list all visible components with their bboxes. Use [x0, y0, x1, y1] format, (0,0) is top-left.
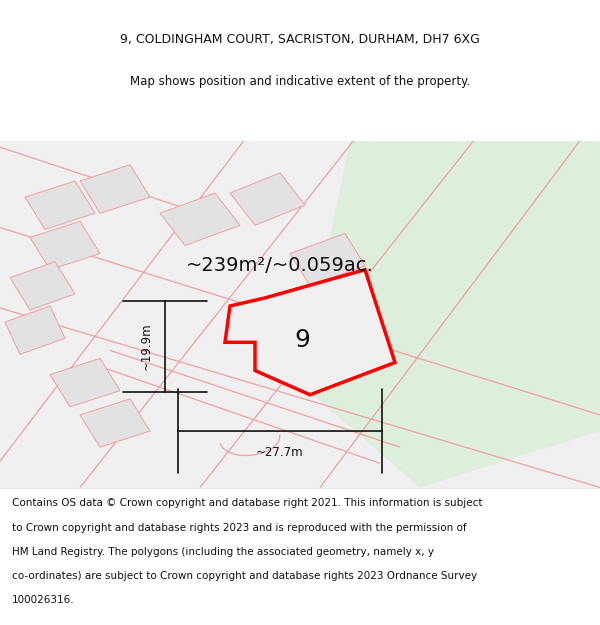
- Text: ~239m²/~0.059ac.: ~239m²/~0.059ac.: [186, 256, 374, 275]
- Text: 100026316.: 100026316.: [12, 595, 74, 605]
- Text: HM Land Registry. The polygons (including the associated geometry, namely x, y: HM Land Registry. The polygons (includin…: [12, 547, 434, 557]
- Text: Map shows position and indicative extent of the property.: Map shows position and indicative extent…: [130, 75, 470, 88]
- Text: ~27.7m: ~27.7m: [256, 446, 304, 459]
- Polygon shape: [25, 181, 95, 229]
- Text: Contains OS data © Crown copyright and database right 2021. This information is : Contains OS data © Crown copyright and d…: [12, 499, 482, 509]
- Polygon shape: [80, 399, 150, 447]
- Text: co-ordinates) are subject to Crown copyright and database rights 2023 Ordnance S: co-ordinates) are subject to Crown copyr…: [12, 571, 477, 581]
- Text: 9, COLDINGHAM COURT, SACRISTON, DURHAM, DH7 6XG: 9, COLDINGHAM COURT, SACRISTON, DURHAM, …: [120, 33, 480, 46]
- Polygon shape: [10, 262, 75, 310]
- Polygon shape: [30, 221, 100, 270]
- Text: to Crown copyright and database rights 2023 and is reproduced with the permissio: to Crown copyright and database rights 2…: [12, 522, 467, 532]
- Text: 9: 9: [295, 328, 310, 352]
- Text: ~19.9m: ~19.9m: [140, 322, 153, 370]
- Polygon shape: [290, 233, 365, 286]
- Polygon shape: [280, 141, 600, 488]
- Polygon shape: [5, 306, 65, 354]
- Polygon shape: [225, 270, 395, 395]
- Polygon shape: [160, 193, 240, 246]
- Polygon shape: [230, 173, 305, 226]
- Polygon shape: [80, 165, 150, 213]
- Polygon shape: [50, 358, 120, 407]
